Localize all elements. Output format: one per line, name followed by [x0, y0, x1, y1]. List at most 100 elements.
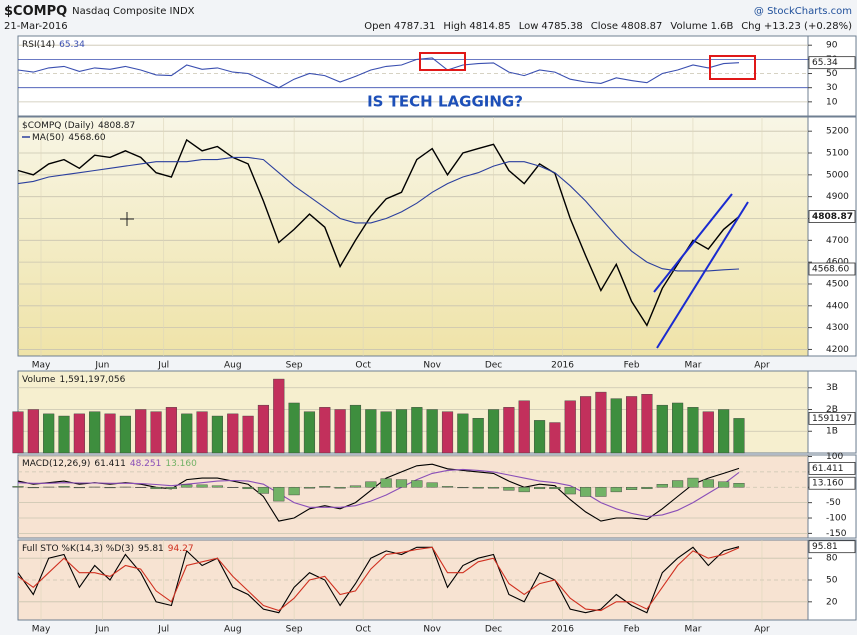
- highlight-box: [419, 52, 466, 71]
- x-tick-label: Apr: [754, 625, 770, 635]
- value-box-label: 65.34: [812, 58, 838, 68]
- legend-value: 4808.87: [98, 121, 135, 131]
- value-box: [808, 262, 856, 276]
- panel: 4200430044004500460047004800490050005100…: [17, 116, 857, 371]
- annotations: [120, 52, 756, 349]
- series-line: [17, 156, 740, 272]
- bar: [334, 487, 346, 489]
- legend-value: 48.251: [130, 459, 162, 469]
- y-tick-label: -100: [826, 514, 847, 524]
- y-tick-label: 4300: [826, 323, 849, 333]
- y-tick-label: 3B: [826, 383, 838, 393]
- legend: MACD(12,26,9) 61.411 48.251 13.160: [22, 459, 197, 469]
- value-box-label: 1591197: [812, 414, 852, 424]
- bar: [319, 407, 331, 454]
- quote-value: +13.23 (+0.28%): [764, 21, 852, 32]
- bar: [718, 481, 730, 488]
- bar: [27, 409, 39, 454]
- y-tick-label: 90: [826, 41, 838, 51]
- bar: [672, 402, 684, 454]
- y-tick-label: 2B: [826, 405, 838, 415]
- bar: [672, 480, 684, 488]
- value-box-label: 95.81: [812, 542, 838, 552]
- bar: [150, 487, 162, 490]
- bar: [733, 418, 745, 454]
- axis-strip: [807, 116, 857, 357]
- y-tick-label: 30: [826, 83, 838, 93]
- bar: [718, 409, 730, 454]
- x-tick-label: May: [32, 361, 51, 371]
- y-tick-label: -50: [826, 498, 841, 508]
- bar: [395, 409, 408, 454]
- y-tick-label: 80: [826, 554, 838, 564]
- bar: [457, 413, 469, 454]
- bar: [426, 409, 438, 454]
- bar: [334, 409, 346, 454]
- legend: $COMPQ (Daily) 4808.87: [22, 121, 135, 131]
- bar: [641, 487, 653, 490]
- bar: [89, 411, 101, 454]
- x-tick-label: Feb: [624, 625, 640, 635]
- bar: [43, 413, 55, 454]
- quote-label: Chg: [741, 21, 761, 32]
- bar: [533, 487, 546, 490]
- bar: [165, 487, 177, 490]
- x-tick-label: Mar: [684, 625, 701, 635]
- series-line: [17, 138, 740, 327]
- x-tick-label: Mar: [684, 361, 701, 371]
- bar: [319, 486, 331, 488]
- y-tick-label: 5200: [826, 127, 849, 137]
- bar: [411, 480, 423, 488]
- bar: [211, 415, 223, 454]
- quote-label: Close: [591, 21, 618, 32]
- bar: [626, 396, 638, 454]
- y-tick-label: 1B: [826, 427, 838, 437]
- quote-label: High: [443, 21, 466, 32]
- bar: [349, 404, 362, 454]
- legend-title: Full STO %K(14,3) %D(3): [22, 544, 134, 554]
- series-line: [17, 546, 740, 614]
- x-tick-label: Jun: [94, 361, 109, 371]
- quote-label: Volume: [670, 21, 707, 32]
- bar: [472, 487, 484, 489]
- value-box-label: 61.411: [812, 464, 844, 474]
- y-tick-label: 4700: [826, 236, 849, 246]
- bar: [487, 409, 500, 454]
- bar: [702, 479, 714, 488]
- y-tick-label: 4500: [826, 279, 849, 289]
- quote-label: Open: [364, 21, 391, 32]
- bar: [395, 479, 408, 488]
- bar: [227, 413, 239, 454]
- y-tick-label: 10: [826, 97, 838, 107]
- x-tick-label: Oct: [355, 625, 371, 635]
- legend-value: 13.160: [165, 459, 197, 469]
- y-tick-label: 4200: [826, 345, 849, 355]
- bar: [426, 482, 438, 488]
- bar: [487, 487, 500, 489]
- bar: [73, 413, 85, 454]
- x-tick-label: Oct: [355, 361, 371, 371]
- y-tick-label: 5100: [826, 149, 849, 159]
- brand: @ StockCharts.com: [754, 6, 852, 17]
- bar: [288, 402, 300, 454]
- bar: [564, 487, 576, 495]
- annotation: IS TECH LAGGING?: [367, 93, 523, 111]
- bar: [503, 487, 515, 491]
- y-tick-label: 4900: [826, 192, 849, 202]
- x-tick-label: Apr: [754, 361, 770, 371]
- value-box: [808, 56, 856, 70]
- bar: [518, 487, 530, 493]
- y-tick-label: 100: [826, 452, 843, 462]
- bar: [441, 486, 454, 488]
- bar: [257, 487, 270, 494]
- bar: [273, 378, 285, 454]
- y-tick-label: 50: [826, 576, 838, 586]
- axis-strip: [807, 35, 857, 117]
- bar: [196, 484, 208, 488]
- bar: [242, 487, 254, 490]
- bar: [365, 409, 377, 454]
- value-box: [808, 476, 856, 490]
- panel: 100500-50-100-150MACD(12,26,9)61.41148.2…: [12, 452, 857, 539]
